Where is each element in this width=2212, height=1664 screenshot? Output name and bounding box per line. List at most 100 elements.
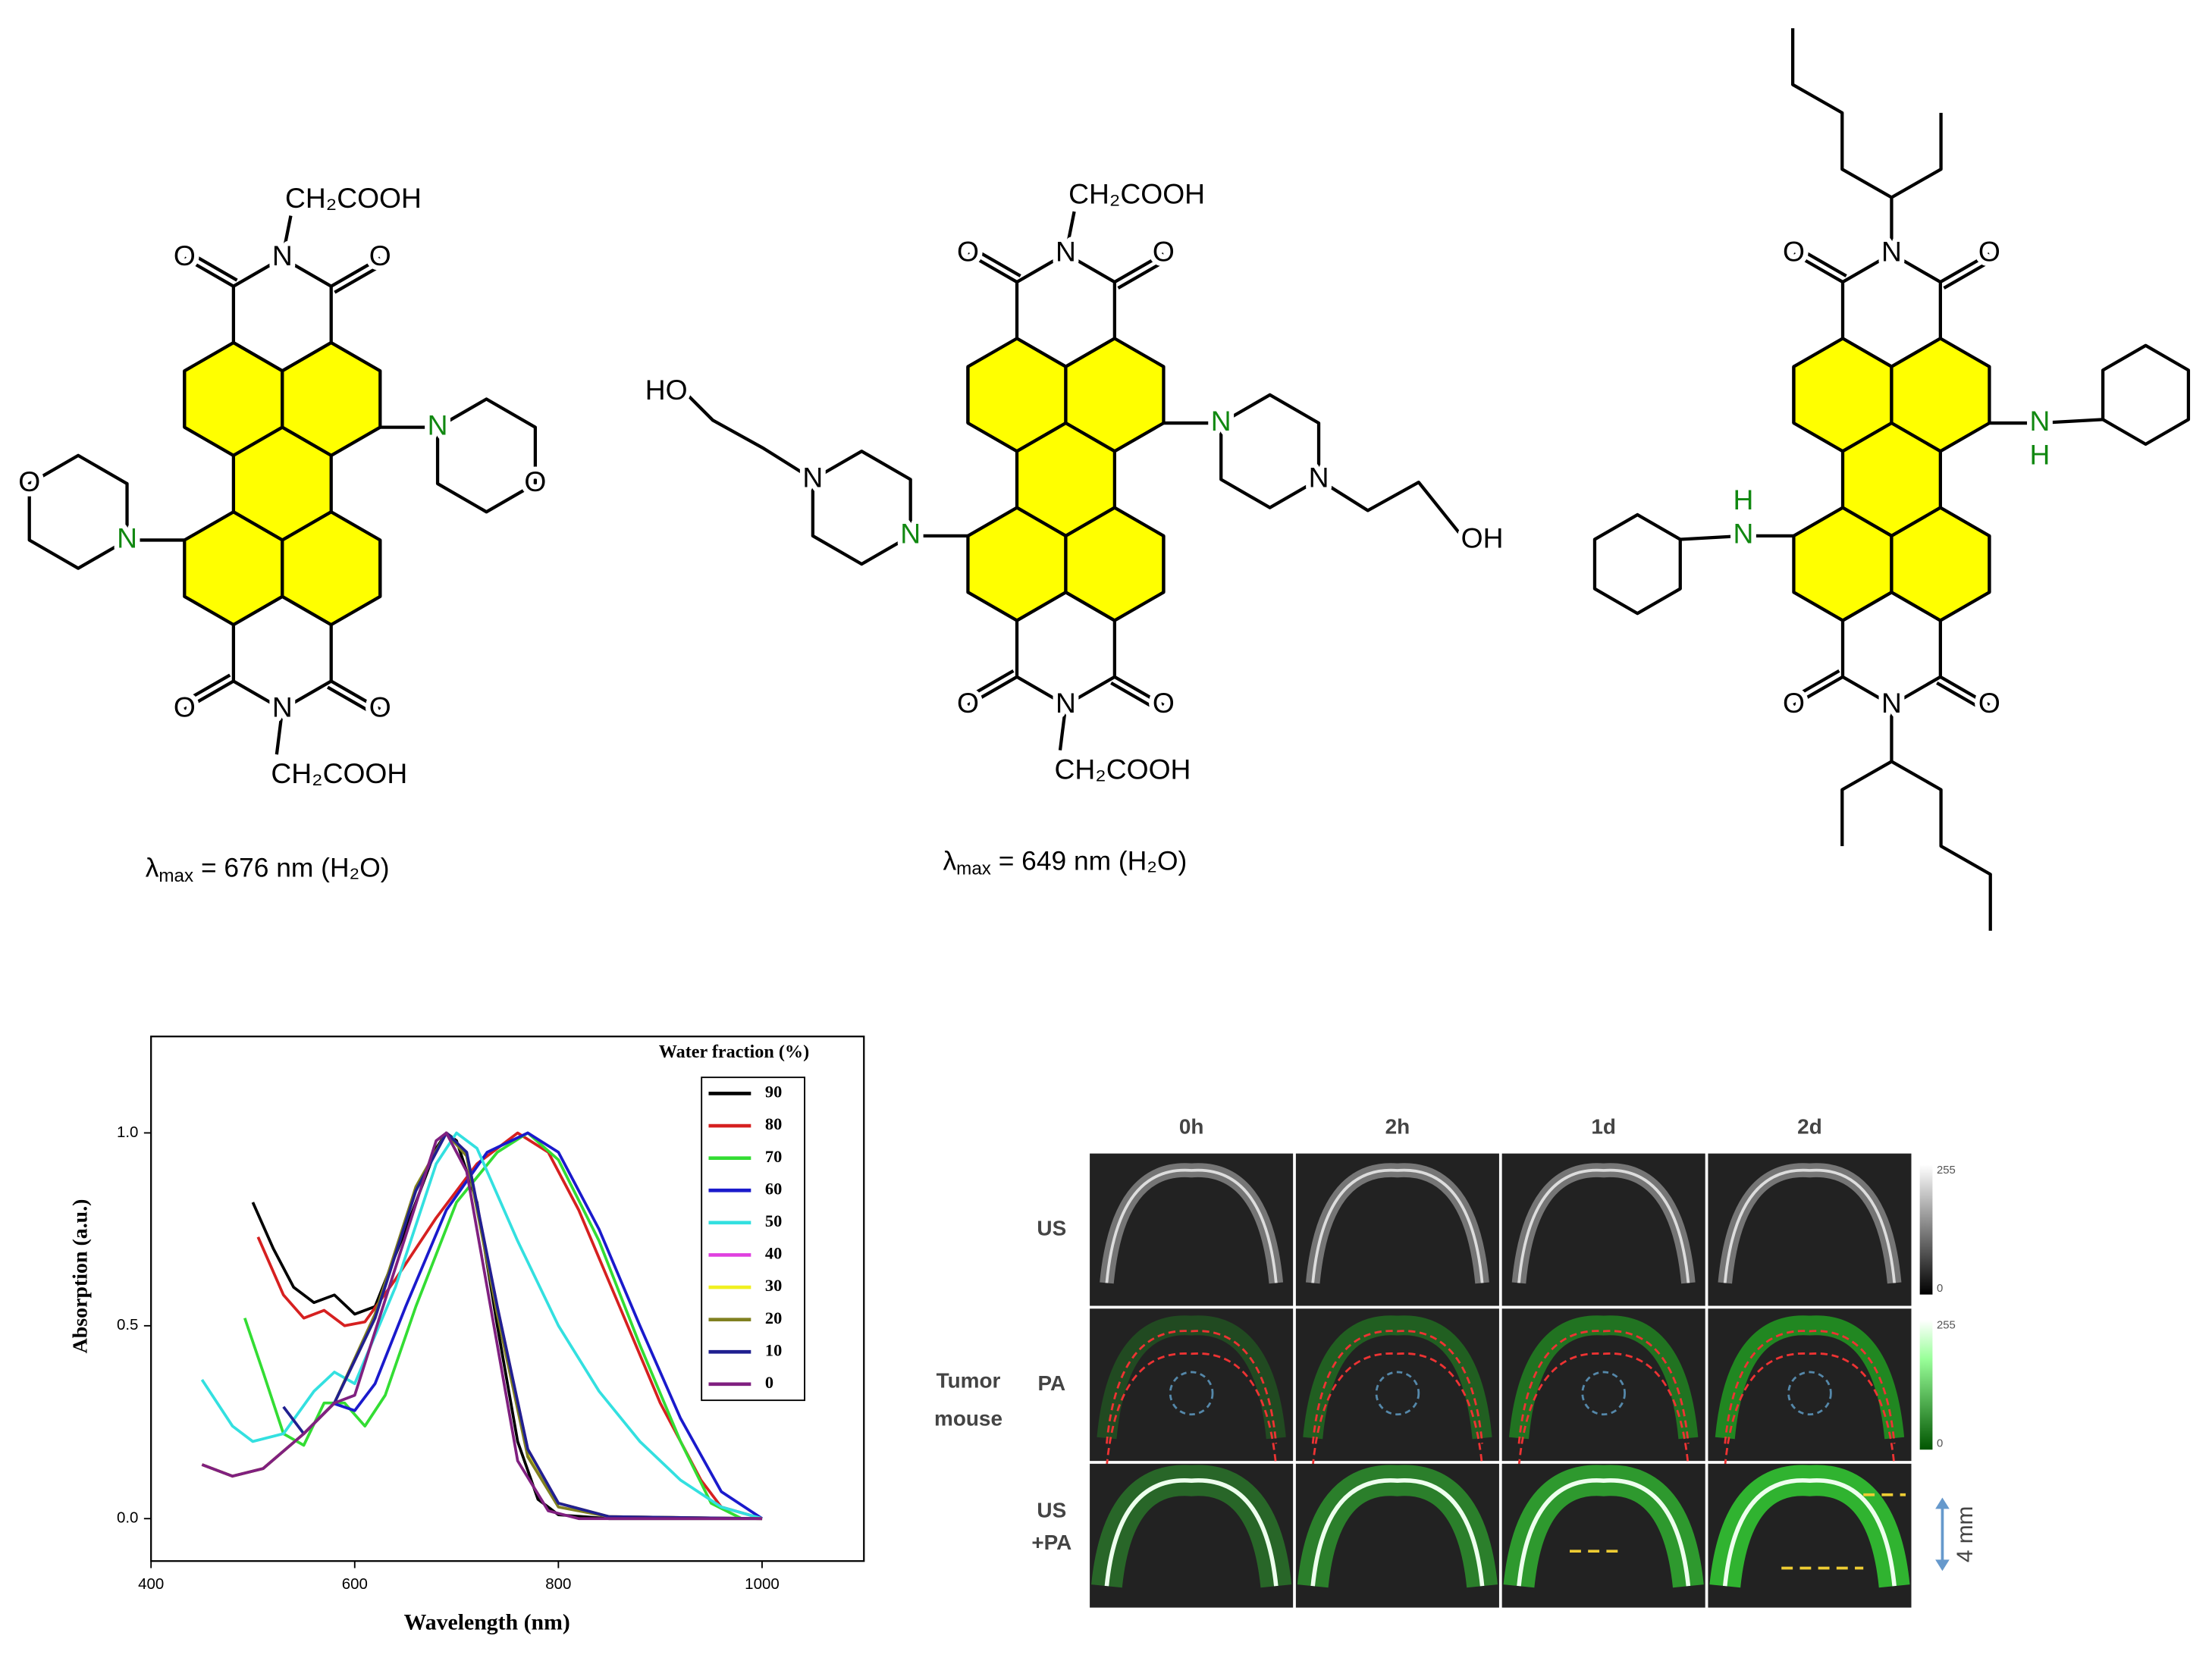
caption: λmax = 649 nm (H₂O) xyxy=(943,847,1187,879)
roi-circle xyxy=(1787,1371,1832,1416)
column-label: 2h xyxy=(1385,1115,1410,1139)
x-axis-label: Wavelength (nm) xyxy=(404,1610,570,1635)
x-tick-label: 600 xyxy=(342,1575,368,1593)
roi-circle xyxy=(1169,1371,1214,1416)
atom-label: H xyxy=(2029,439,2050,471)
bond xyxy=(1110,682,1161,713)
tumor-outline xyxy=(1517,1330,1690,1444)
y-tick-label: 0.5 xyxy=(117,1316,138,1333)
caption-symbol: λ xyxy=(943,847,956,876)
bond xyxy=(811,450,912,566)
y-axis-label: Absorption (a.u.) xyxy=(68,1199,92,1354)
legend-box xyxy=(701,1076,805,1402)
bond xyxy=(967,252,1018,284)
atom-label: H xyxy=(1734,484,1754,515)
atom-label: O xyxy=(1153,687,1175,719)
bond xyxy=(326,685,378,717)
roi-circle xyxy=(1581,1371,1627,1416)
legend-label: 90 xyxy=(765,1083,782,1101)
column-label: 2d xyxy=(1797,1115,1822,1139)
atom-label: N xyxy=(1734,518,1754,550)
atom-label: O xyxy=(174,691,196,723)
tumor-outline xyxy=(1311,1352,1483,1467)
bond xyxy=(330,256,381,288)
atom-label: CH₂COOH xyxy=(1068,177,1205,209)
legend-label: 0 xyxy=(765,1373,773,1392)
atom-label: OH xyxy=(1461,522,1504,553)
atom-label: CH₂COOH xyxy=(1055,753,1191,785)
plot-frame xyxy=(150,1036,865,1562)
bond xyxy=(1317,478,1466,540)
caption: λmax = 676 nm (H₂O) xyxy=(146,854,390,886)
us-pa-overlay xyxy=(1104,1478,1279,1587)
colorbar-min: 0 xyxy=(1937,1438,1943,1450)
bond xyxy=(435,397,538,514)
legend-label: 20 xyxy=(765,1308,782,1327)
atom-label: N xyxy=(1056,687,1076,719)
legend-label: 80 xyxy=(765,1114,782,1133)
pa-signal xyxy=(1303,1315,1492,1440)
bond xyxy=(330,679,381,711)
bond xyxy=(1890,112,1943,199)
bond xyxy=(1840,760,1893,847)
tumor-outline xyxy=(1106,1352,1278,1467)
bond xyxy=(27,453,129,570)
atom-label: HO xyxy=(645,374,688,406)
bond xyxy=(187,250,238,282)
data-line xyxy=(200,1131,763,1521)
atom-label: O xyxy=(369,240,391,271)
x-tick-label: 800 xyxy=(545,1575,571,1593)
atom-label: O xyxy=(1978,687,2000,719)
atom-label: N xyxy=(1881,236,1902,268)
bond xyxy=(1939,675,1991,707)
data-line xyxy=(251,1131,763,1521)
us-echo xyxy=(1105,1168,1278,1283)
legend-label: 30 xyxy=(765,1276,782,1295)
pa-signal xyxy=(1097,1315,1286,1440)
colorbar-max: 255 xyxy=(1937,1319,1956,1331)
atom-label: O xyxy=(369,691,391,723)
data-line xyxy=(201,1131,763,1521)
bond xyxy=(1113,675,1165,707)
data-line xyxy=(201,1131,763,1521)
colorbar-max: 255 xyxy=(1937,1164,1956,1177)
bond xyxy=(1058,704,1068,751)
bond xyxy=(1890,705,1992,931)
atom-label: O xyxy=(1153,236,1175,268)
bond xyxy=(1117,258,1169,290)
atom-label: O xyxy=(174,240,196,271)
atom-label: O xyxy=(957,687,979,719)
bond xyxy=(1680,534,1794,541)
atom-label: N xyxy=(1881,687,1902,719)
atom-label: N xyxy=(117,522,137,553)
us-pa-overlay xyxy=(1517,1478,1691,1587)
bond xyxy=(1064,211,1076,255)
x-tick-label: 400 xyxy=(138,1575,164,1593)
us-echo xyxy=(1517,1168,1690,1283)
atom-label: O xyxy=(18,465,40,497)
bond xyxy=(1989,418,2104,425)
bond xyxy=(1789,669,1840,700)
scale-label: 4 mm xyxy=(1953,1506,1978,1562)
caption-subscript: max xyxy=(158,866,193,886)
caption-symbol: λ xyxy=(146,854,159,883)
row-label: PA xyxy=(1037,1371,1065,1395)
bond xyxy=(184,679,234,711)
atom-label: O xyxy=(1978,236,2000,268)
scale-arrowhead xyxy=(1935,1497,1950,1509)
us-pa-overlay xyxy=(1310,1478,1485,1587)
image-cell xyxy=(1090,1463,1294,1608)
bond xyxy=(1113,252,1165,284)
row-label: US xyxy=(1037,1498,1066,1521)
colorbar xyxy=(1919,1320,1933,1450)
caption-text: = 649 nm (H₂O) xyxy=(991,847,1187,876)
us-echo xyxy=(1723,1168,1897,1283)
column-label: 0h xyxy=(1179,1115,1204,1139)
atom-label: N xyxy=(272,691,293,723)
bond xyxy=(1793,252,1844,284)
pa-signal xyxy=(1509,1315,1699,1440)
tumor-outline xyxy=(1106,1330,1278,1444)
atom-label: CH₂COOH xyxy=(285,182,422,214)
caption-subscript: max xyxy=(956,859,991,879)
